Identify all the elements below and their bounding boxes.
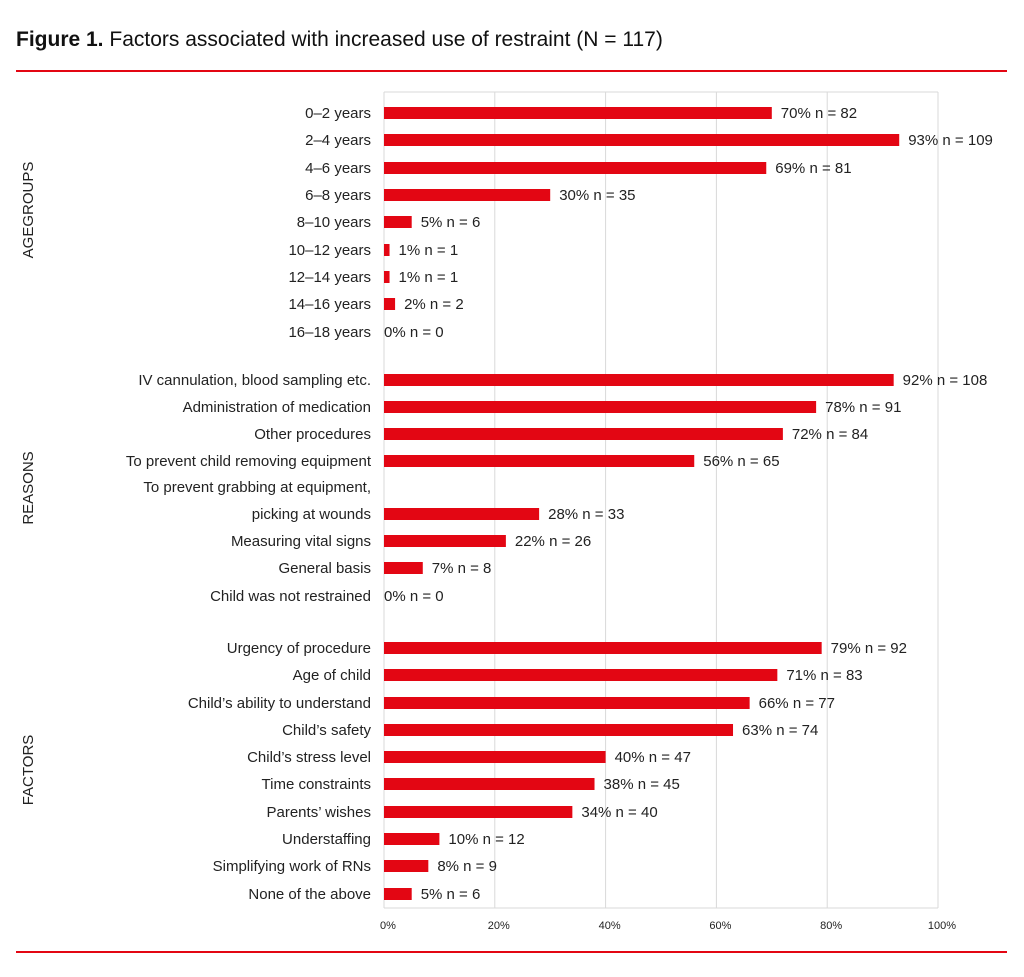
data-label: 40% n = 47 bbox=[615, 749, 691, 766]
data-label: 1% n = 1 bbox=[399, 269, 459, 286]
group-label: AGEGROUPS bbox=[20, 162, 37, 259]
bar bbox=[384, 401, 817, 413]
category-label: Time constraints bbox=[262, 776, 371, 793]
bar bbox=[384, 134, 900, 146]
bar bbox=[384, 669, 778, 681]
category-label: None of the above bbox=[248, 886, 371, 903]
figure-caption: Factors associated with increased use of… bbox=[109, 28, 663, 51]
data-label: 70% n = 82 bbox=[781, 105, 857, 122]
figure-title: Figure 1. Factors associated with increa… bbox=[16, 28, 663, 52]
top-rule bbox=[16, 70, 1007, 72]
data-label: 10% n = 12 bbox=[448, 831, 524, 848]
group-label: FACTORS bbox=[20, 735, 37, 806]
category-label: Parents’ wishes bbox=[267, 804, 372, 821]
bar bbox=[384, 162, 767, 174]
bar bbox=[384, 535, 506, 547]
category-label: picking at wounds bbox=[252, 506, 371, 523]
category-label: IV cannulation, blood sampling etc. bbox=[138, 372, 371, 389]
bar bbox=[384, 244, 390, 256]
bar bbox=[384, 428, 783, 440]
category-label: 10–12 years bbox=[288, 242, 371, 259]
bar bbox=[384, 860, 429, 872]
bar bbox=[384, 508, 540, 520]
data-label: 72% n = 84 bbox=[792, 426, 868, 443]
data-label: 93% n = 109 bbox=[908, 132, 993, 149]
data-label: 56% n = 65 bbox=[703, 453, 779, 470]
data-label: 7% n = 8 bbox=[432, 560, 492, 577]
bar bbox=[384, 778, 595, 790]
bar bbox=[384, 751, 606, 763]
data-label: 69% n = 81 bbox=[775, 160, 851, 177]
category-label: Age of child bbox=[293, 667, 371, 684]
x-tick-label: 40% bbox=[599, 920, 621, 932]
group-label: REASONS bbox=[20, 451, 37, 524]
category-label: Understaffing bbox=[282, 831, 371, 848]
data-label: 71% n = 83 bbox=[786, 667, 862, 684]
data-label: 78% n = 91 bbox=[825, 399, 901, 416]
bar bbox=[384, 562, 423, 574]
bar bbox=[384, 724, 734, 736]
data-label: 5% n = 6 bbox=[421, 886, 481, 903]
category-label: Child was not restrained bbox=[210, 588, 371, 605]
bar bbox=[384, 642, 822, 654]
data-label: 0% n = 0 bbox=[384, 324, 444, 341]
category-label: Administration of medication bbox=[183, 399, 371, 416]
bar bbox=[384, 888, 412, 900]
category-label: 16–18 years bbox=[288, 324, 371, 341]
data-label: 79% n = 92 bbox=[831, 640, 907, 657]
category-label: General basis bbox=[278, 560, 371, 577]
figure-number: Figure 1. bbox=[16, 28, 104, 51]
x-tick-label: 80% bbox=[820, 920, 842, 932]
category-label: 4–6 years bbox=[305, 160, 371, 177]
x-tick-label: 100% bbox=[928, 920, 956, 932]
x-tick-label: 60% bbox=[709, 920, 731, 932]
x-tick-label: 0% bbox=[380, 920, 396, 932]
category-label: 8–10 years bbox=[297, 214, 371, 231]
bar bbox=[384, 189, 551, 201]
data-label: 0% n = 0 bbox=[384, 588, 444, 605]
bar bbox=[384, 298, 396, 310]
category-label: 14–16 years bbox=[288, 296, 371, 313]
data-label: 38% n = 45 bbox=[604, 776, 680, 793]
category-label: Child’s safety bbox=[282, 722, 371, 739]
bar bbox=[384, 806, 573, 818]
data-label: 1% n = 1 bbox=[399, 242, 459, 259]
data-label: 66% n = 77 bbox=[759, 695, 835, 712]
category-label: To prevent child removing equipment bbox=[126, 453, 372, 470]
data-label: 92% n = 108 bbox=[903, 372, 988, 389]
bar bbox=[384, 216, 412, 228]
data-label: 34% n = 40 bbox=[581, 804, 657, 821]
category-label: To prevent grabbing at equipment, bbox=[143, 479, 371, 496]
bar bbox=[384, 833, 440, 845]
category-label: 6–8 years bbox=[305, 187, 371, 204]
category-label: Child’s ability to understand bbox=[188, 695, 371, 712]
data-label: 63% n = 74 bbox=[742, 722, 818, 739]
category-label: 12–14 years bbox=[288, 269, 371, 286]
category-label: 2–4 years bbox=[305, 132, 371, 149]
data-label: 22% n = 26 bbox=[515, 533, 591, 550]
category-label: Simplifying work of RNs bbox=[213, 858, 371, 875]
bar bbox=[384, 107, 772, 119]
category-label: Urgency of procedure bbox=[227, 640, 371, 657]
bottom-rule bbox=[16, 951, 1007, 953]
bar bbox=[384, 271, 390, 283]
category-label: Child’s stress level bbox=[247, 749, 371, 766]
x-tick-label: 20% bbox=[488, 920, 510, 932]
category-label: Measuring vital signs bbox=[231, 533, 371, 550]
data-label: 5% n = 6 bbox=[421, 214, 481, 231]
data-label: 2% n = 2 bbox=[404, 296, 464, 313]
data-label: 30% n = 35 bbox=[559, 187, 635, 204]
bar bbox=[384, 374, 894, 386]
category-label: Other procedures bbox=[254, 426, 371, 443]
category-label: 0–2 years bbox=[305, 105, 371, 122]
bar bbox=[384, 697, 750, 709]
bar bbox=[384, 455, 695, 467]
data-label: 8% n = 9 bbox=[437, 858, 497, 875]
data-label: 28% n = 33 bbox=[548, 506, 624, 523]
